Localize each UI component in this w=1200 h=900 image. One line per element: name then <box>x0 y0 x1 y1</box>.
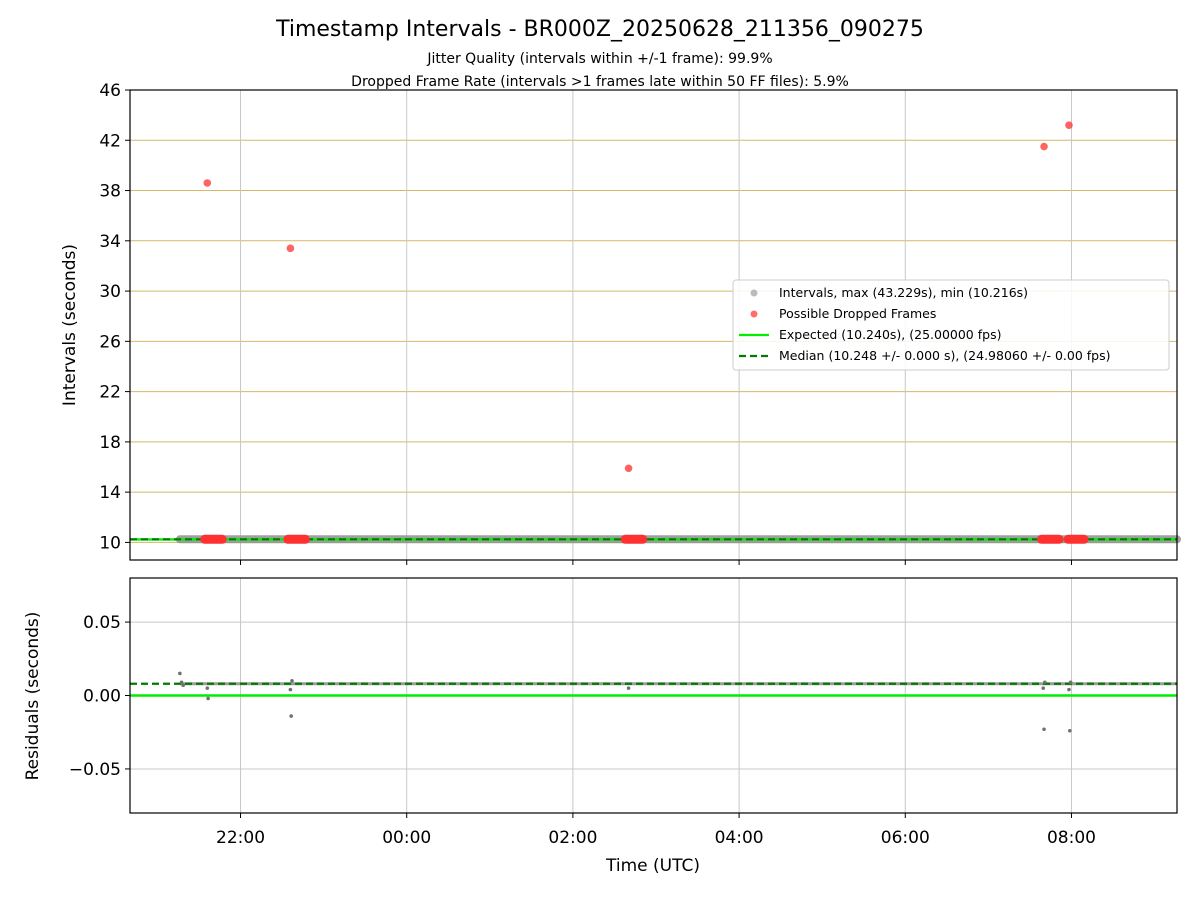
residual-point <box>1042 727 1046 732</box>
residual-point <box>206 696 210 701</box>
top-y-tick-label: 10 <box>99 533 121 553</box>
dropped-frame-point <box>203 179 212 187</box>
bottom-plot-area <box>130 671 1177 733</box>
legend-label-dropped: Possible Dropped Frames <box>779 306 936 321</box>
bottom-x-tick-label: 22:00 <box>216 828 265 848</box>
legend-box <box>732 279 1170 371</box>
residual-point <box>181 683 185 688</box>
residual-point <box>1067 687 1071 692</box>
bottom-y-tick-label: 0.00 <box>83 687 121 707</box>
top-y-tick-label: 46 <box>99 81 121 101</box>
bottom-x-tick-label: 02:00 <box>548 828 597 848</box>
dropped-frame-point <box>286 244 295 253</box>
residual-point <box>290 679 294 683</box>
dropped-frame-point <box>1040 142 1048 151</box>
top-y-tick-label: 30 <box>99 282 121 302</box>
dropped-frame-point <box>624 464 633 473</box>
residual-point <box>1043 680 1047 685</box>
residual-point <box>1068 680 1073 685</box>
top-plot-area <box>130 121 1181 544</box>
top-y-axis-label: Intervals (seconds) <box>60 244 80 406</box>
legend: Intervals, max (43.229s), min (10.216s) … <box>732 279 1170 371</box>
x-axis-label: Time (UTC) <box>605 856 700 876</box>
residual-point <box>288 687 293 692</box>
top-y-tick-label: 22 <box>99 383 121 403</box>
chart-subtitle-jitter: Jitter Quality (intervals within +/-1 fr… <box>426 51 772 67</box>
bottom-x-tick-label: 06:00 <box>881 828 930 848</box>
bottom-y-axis: 0.05 0.00 −0.05 <box>69 613 130 780</box>
top-axes-frame <box>129 89 1178 561</box>
residual-point <box>289 714 294 718</box>
top-y-tick-label: 18 <box>99 433 121 453</box>
chart-title: Timestamp Intervals - BR000Z_20250628_21… <box>275 17 924 42</box>
legend-label-intervals: Intervals, max (43.229s), min (10.216s) <box>779 285 1028 300</box>
top-y-axis: 10 14 18 22 26 30 34 38 42 46 <box>99 81 130 553</box>
bottom-x-tick-label: 00:00 <box>382 828 431 848</box>
bottom-x-tick-label: 08:00 <box>1047 828 1096 848</box>
dropped-frame-point <box>1065 121 1073 129</box>
top-y-tick-label: 38 <box>99 182 121 202</box>
bottom-y-axis-label: Residuals (seconds) <box>23 612 43 781</box>
bottom-y-tick-label: 0.05 <box>83 613 121 633</box>
residual-point <box>1041 686 1046 690</box>
legend-marker-dropped <box>750 310 758 318</box>
legend-marker-intervals <box>750 289 758 297</box>
top-y-tick-label: 34 <box>99 232 121 252</box>
residual-point <box>178 671 182 676</box>
legend-label-expected: Expected (10.240s), (25.00000 fps) <box>779 327 1001 342</box>
top-y-tick-label: 42 <box>99 131 121 151</box>
bottom-y-tick-label: −0.05 <box>69 760 121 780</box>
residual-point <box>179 680 184 685</box>
bottom-x-tick-label: 04:00 <box>715 828 764 848</box>
top-y-tick-label: 14 <box>99 483 121 503</box>
residual-point <box>1068 728 1072 733</box>
legend-label-median: Median (10.248 +/- 0.000 s), (24.98060 +… <box>779 348 1110 363</box>
chart-subtitle-dropped: Dropped Frame Rate (intervals >1 frames … <box>351 74 849 90</box>
top-y-tick-label: 26 <box>99 332 121 352</box>
bottom-x-axis: 22:00 00:00 02:00 04:00 06:00 08:00 <box>216 813 1096 848</box>
residual-point <box>626 686 631 690</box>
residual-point <box>205 686 210 690</box>
